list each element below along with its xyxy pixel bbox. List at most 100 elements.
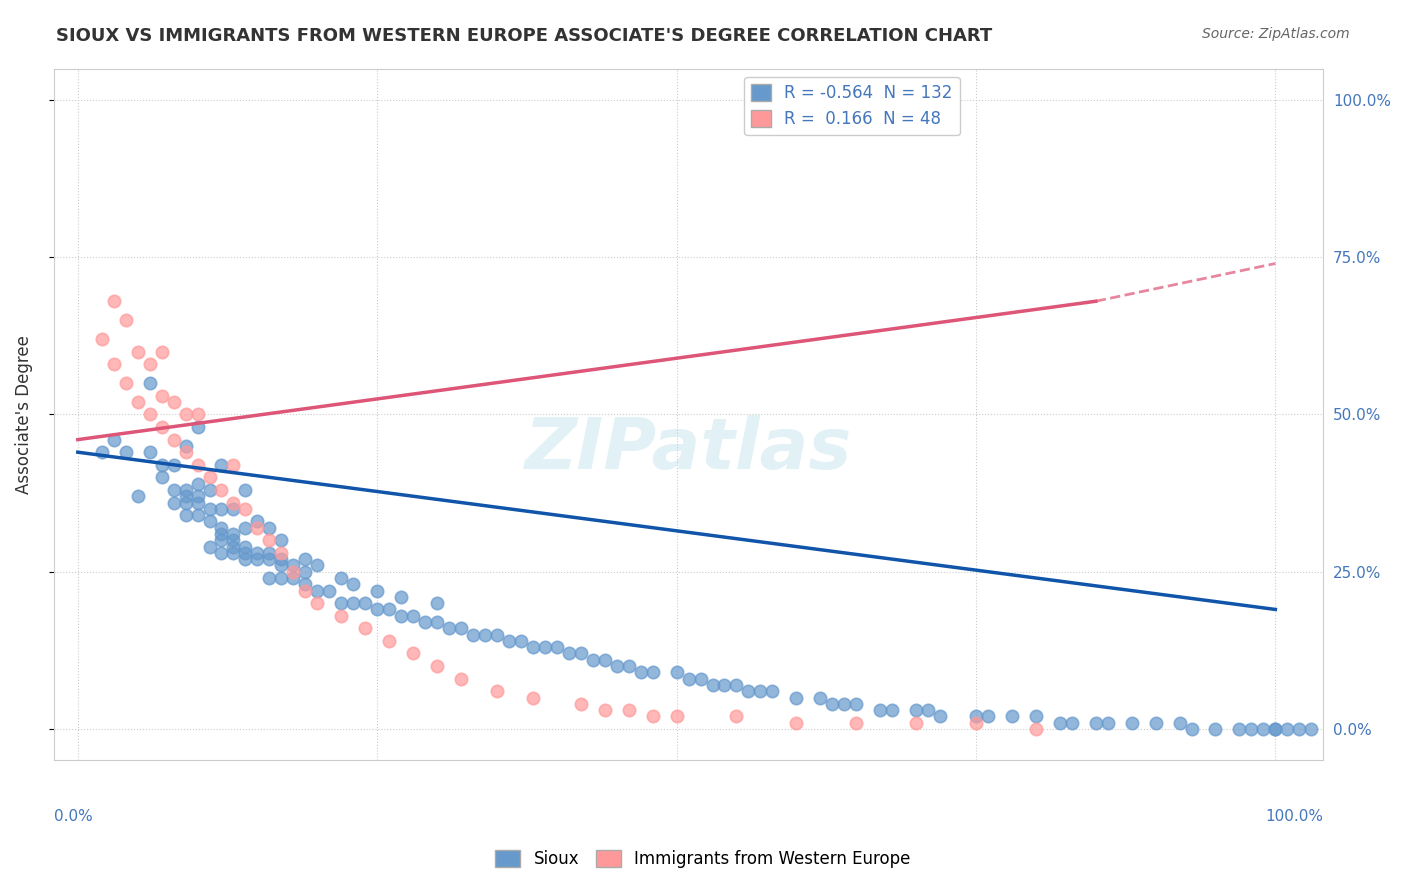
Point	[1180, 722, 1202, 736]
Point	[965, 709, 987, 723]
Point	[283, 571, 305, 585]
Point	[546, 640, 568, 655]
Point	[235, 546, 257, 560]
Point	[905, 715, 928, 730]
Point	[617, 703, 640, 717]
Point	[725, 678, 748, 692]
Point	[174, 439, 197, 453]
Point	[402, 608, 425, 623]
Point	[187, 489, 209, 503]
Point	[737, 684, 759, 698]
Point	[437, 621, 460, 635]
Text: 100.0%: 100.0%	[1265, 809, 1323, 824]
Point	[761, 684, 783, 698]
Point	[689, 672, 711, 686]
Point	[749, 684, 772, 698]
Point	[378, 602, 401, 616]
Text: ZIPatlas: ZIPatlas	[524, 415, 852, 483]
Point	[270, 571, 292, 585]
Point	[845, 697, 868, 711]
Point	[138, 445, 160, 459]
Point	[389, 608, 412, 623]
Point	[187, 495, 209, 509]
Point	[235, 501, 257, 516]
Point	[246, 552, 269, 566]
Point	[174, 408, 197, 422]
Point	[1240, 722, 1263, 736]
Point	[270, 552, 292, 566]
Point	[1264, 722, 1286, 736]
Point	[259, 552, 281, 566]
Point	[222, 533, 245, 548]
Point	[1049, 715, 1071, 730]
Point	[127, 344, 149, 359]
Point	[138, 357, 160, 371]
Point	[330, 596, 353, 610]
Y-axis label: Associate's Degree: Associate's Degree	[15, 335, 32, 494]
Point	[198, 470, 221, 484]
Point	[211, 546, 233, 560]
Point	[222, 458, 245, 472]
Point	[498, 633, 520, 648]
Point	[534, 640, 557, 655]
Point	[211, 483, 233, 497]
Point	[330, 571, 353, 585]
Point	[150, 344, 173, 359]
Point	[307, 558, 329, 573]
Point	[713, 678, 735, 692]
Point	[569, 647, 592, 661]
Point	[378, 633, 401, 648]
Point	[294, 577, 316, 591]
Point	[90, 332, 112, 346]
Point	[270, 558, 292, 573]
Point	[150, 470, 173, 484]
Point	[450, 672, 472, 686]
Point	[103, 357, 125, 371]
Point	[294, 552, 316, 566]
Point	[114, 376, 136, 390]
Point	[162, 495, 184, 509]
Point	[582, 653, 605, 667]
Point	[1025, 722, 1047, 736]
Point	[103, 433, 125, 447]
Point	[150, 388, 173, 402]
Point	[174, 489, 197, 503]
Point	[413, 615, 436, 629]
Point	[569, 697, 592, 711]
Point	[222, 501, 245, 516]
Point	[905, 703, 928, 717]
Text: SIOUX VS IMMIGRANTS FROM WESTERN EUROPE ASSOCIATE'S DEGREE CORRELATION CHART: SIOUX VS IMMIGRANTS FROM WESTERN EUROPE …	[56, 27, 993, 45]
Point	[174, 483, 197, 497]
Point	[283, 558, 305, 573]
Point	[150, 458, 173, 472]
Point	[259, 533, 281, 548]
Point	[283, 565, 305, 579]
Point	[593, 703, 616, 717]
Point	[174, 445, 197, 459]
Point	[294, 583, 316, 598]
Point	[211, 458, 233, 472]
Point	[127, 489, 149, 503]
Point	[1060, 715, 1083, 730]
Point	[114, 445, 136, 459]
Point	[785, 690, 807, 705]
Point	[90, 445, 112, 459]
Point	[235, 540, 257, 554]
Point	[832, 697, 855, 711]
Point	[785, 715, 807, 730]
Point	[821, 697, 844, 711]
Point	[1144, 715, 1167, 730]
Point	[450, 621, 472, 635]
Point	[641, 665, 664, 680]
Point	[1097, 715, 1119, 730]
Point	[174, 495, 197, 509]
Point	[389, 590, 412, 604]
Point	[1001, 709, 1024, 723]
Point	[246, 515, 269, 529]
Point	[665, 665, 688, 680]
Point	[307, 596, 329, 610]
Point	[354, 621, 377, 635]
Point	[869, 703, 891, 717]
Point	[354, 596, 377, 610]
Point	[211, 501, 233, 516]
